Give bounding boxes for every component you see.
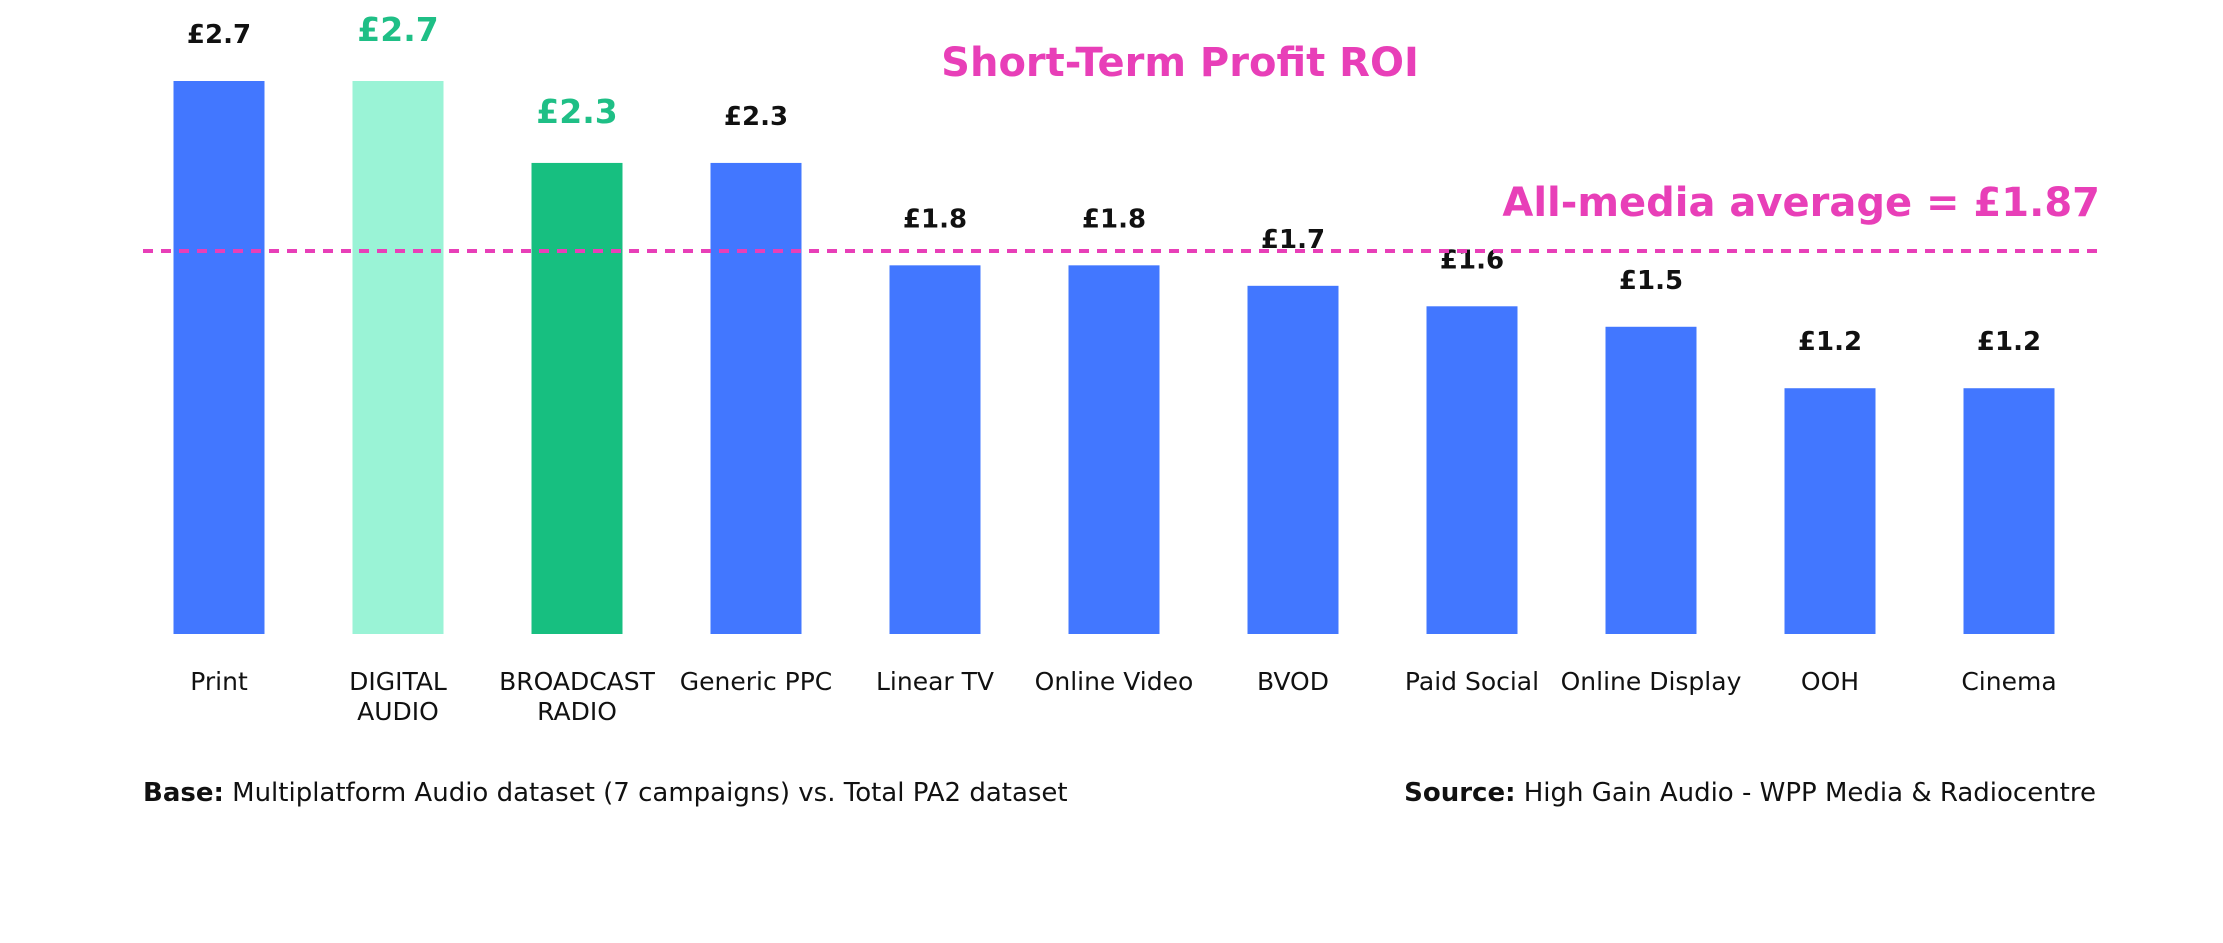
bar-10 xyxy=(1963,388,2055,634)
value-label-5: £1.8 xyxy=(1082,204,1146,234)
value-label-9: £1.2 xyxy=(1798,327,1862,357)
category-label-8: Online Display xyxy=(1561,667,1742,696)
value-label-4: £1.8 xyxy=(903,204,967,234)
average-reference-line-group: All-media average = £1.87 xyxy=(143,180,2100,253)
bar-5 xyxy=(1068,265,1160,634)
value-label-8: £1.5 xyxy=(1619,266,1683,296)
bar-8 xyxy=(1605,326,1697,634)
value-label-3: £2.3 xyxy=(724,102,788,132)
footer-base: Base: Multiplatform Audio dataset (7 cam… xyxy=(143,778,1068,808)
bar-3 xyxy=(710,162,802,635)
category-label-2-line2: RADIO xyxy=(537,697,617,726)
source-text: High Gain Audio - WPP Media & Radiocentr… xyxy=(1523,778,2096,808)
category-label-10: Cinema xyxy=(1961,667,2056,696)
category-label-3: Generic PPC xyxy=(680,667,833,696)
bar-4 xyxy=(889,265,981,634)
base-text: Multiplatform Audio dataset (7 campaigns… xyxy=(232,778,1068,808)
chart-title: Short-Term Profit ROI xyxy=(941,40,1419,86)
category-label-4: Linear TV xyxy=(876,667,994,696)
category-label-7: Paid Social xyxy=(1405,667,1539,696)
category-label-1-line2: AUDIO xyxy=(357,697,439,726)
bar-7 xyxy=(1426,306,1518,634)
bar-1 xyxy=(352,81,444,634)
source-label: Source: xyxy=(1404,778,1516,808)
base-label: Base: xyxy=(143,778,224,808)
bar-0 xyxy=(173,81,265,634)
category-label-0: Print xyxy=(190,667,248,696)
bar-9 xyxy=(1784,388,1876,634)
category-label-9: OOH xyxy=(1801,667,1859,696)
roi-bar-chart: Short-Term Profit ROI £2.7 Print £2.7 DIGIT… xyxy=(143,10,2100,726)
category-label-5: Online Video xyxy=(1035,667,1194,696)
category-label-1: DIGITAL xyxy=(349,667,447,696)
category-label-2: BROADCAST xyxy=(499,667,656,696)
value-label-10: £1.2 xyxy=(1977,327,2041,357)
value-label-0: £2.7 xyxy=(187,20,251,50)
value-label-2: £2.3 xyxy=(536,92,617,131)
bar-2 xyxy=(531,162,623,635)
bar-6 xyxy=(1247,285,1339,634)
category-label-6: BVOD xyxy=(1257,667,1329,696)
value-label-1: £2.7 xyxy=(357,10,438,49)
footer-source: Source: High Gain Audio - WPP Media & Ra… xyxy=(1404,778,2096,808)
average-reference-label: All-media average = £1.87 xyxy=(1502,180,2100,226)
